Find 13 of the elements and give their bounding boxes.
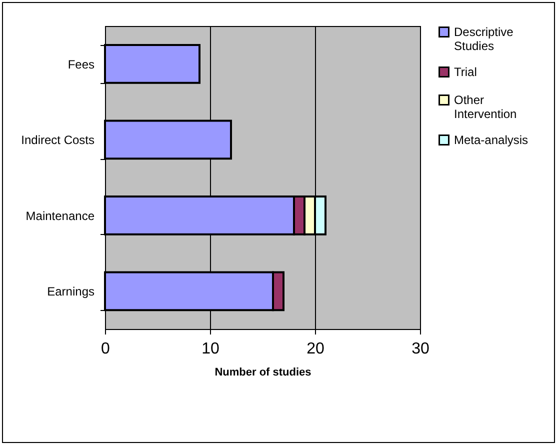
- x-tick-label: 10: [202, 340, 220, 358]
- x-axis-title: Number of studies: [214, 366, 312, 378]
- legend-label: Other Intervention: [454, 93, 517, 121]
- y-tick-label: Fees: [68, 57, 94, 72]
- legend-label: Trial: [454, 65, 477, 79]
- x-tick-label: 0: [101, 340, 110, 358]
- x-tick-label: 30: [412, 340, 430, 358]
- y-tick-label: Indirect Costs: [21, 133, 94, 148]
- legend-label: Descriptive Studies: [454, 25, 514, 53]
- x-tick-label: 20: [306, 340, 324, 358]
- legend-label: Meta-analysis: [454, 133, 528, 147]
- y-tick-label: Earnings: [47, 284, 94, 299]
- y-tick-label: Maintenance: [26, 208, 95, 223]
